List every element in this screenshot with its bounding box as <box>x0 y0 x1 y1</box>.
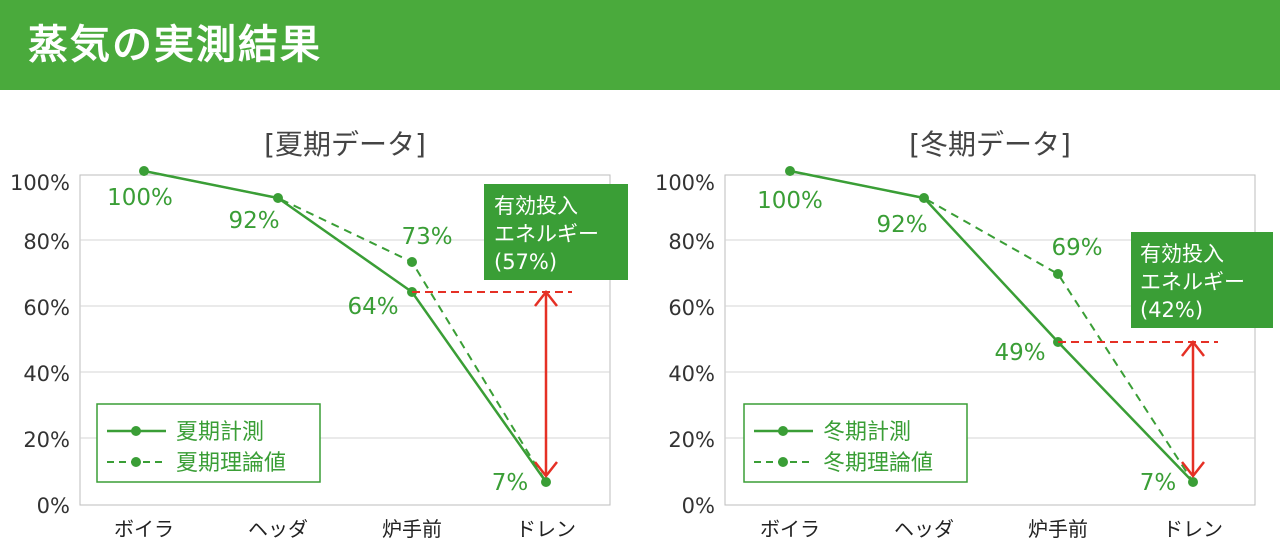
legend-marker <box>778 426 788 436</box>
legend: 冬期計測 冬期理論値 <box>743 403 968 483</box>
y-tick-label: 20% <box>23 428 70 452</box>
chart-title: [夏期データ] <box>264 128 426 161</box>
y-tick-label: 40% <box>668 362 715 386</box>
data-label: 69% <box>1051 235 1102 261</box>
data-point <box>919 193 929 203</box>
y-tick-label: 0% <box>37 494 70 518</box>
annotation-line: 有効投入 <box>494 194 578 218</box>
data-point <box>407 257 417 267</box>
plot-frame <box>79 174 611 506</box>
chart-winter: [冬期データ] 0% 20% 40% 60% 80% 100% ボイラ ヘッダ … <box>655 128 1273 541</box>
arrow-head-top <box>1181 339 1205 357</box>
data-label: 92% <box>228 208 279 234</box>
x-tick-label: 炉手前 <box>382 517 442 541</box>
legend-label: 冬期理論値 <box>823 451 933 476</box>
x-tick-label: ヘッダ <box>248 517 308 541</box>
x-tick-label: ボイラ <box>760 517 820 541</box>
legend-frame <box>743 403 968 483</box>
data-point <box>785 166 795 176</box>
legend-label: 夏期理論値 <box>176 451 286 476</box>
annotation-line: 有効投入 <box>1140 242 1224 266</box>
x-tick-label: ヘッダ <box>894 517 954 541</box>
arrow-head-bottom <box>534 461 558 479</box>
legend-marker <box>131 426 141 436</box>
arrow-head-bottom <box>1181 461 1205 479</box>
series-measured-line <box>143 169 548 483</box>
x-tick-label: ドレン <box>516 517 576 541</box>
series-theory-line <box>143 170 547 483</box>
y-tick-label: 80% <box>668 230 715 254</box>
series-theory-line <box>789 170 1194 483</box>
y-tick-label: 100% <box>10 171 70 195</box>
annotation-line: (57%) <box>494 250 557 274</box>
data-label: 7% <box>1140 470 1177 496</box>
charts-area: [夏期データ] 0% 20% 40% 60% 80% 100% ボイラ ヘッダ … <box>10 128 1273 541</box>
y-tick-label: 80% <box>23 230 70 254</box>
chart-title: [冬期データ] <box>909 128 1071 161</box>
x-tick-label: 炉手前 <box>1028 517 1088 541</box>
data-point <box>1053 269 1063 279</box>
data-point <box>139 166 149 176</box>
annotation-line: エネルギー <box>1140 270 1245 294</box>
arrow-head-top <box>534 289 558 307</box>
annotation-line: エネルギー <box>494 222 599 246</box>
page-title: 蒸気の実測結果 <box>28 22 322 68</box>
legend-marker <box>778 457 788 467</box>
legend-label: 夏期計測 <box>176 420 264 445</box>
annotation-box <box>1131 232 1273 328</box>
legend: 夏期計測 夏期理論値 <box>96 403 321 483</box>
header-banner: 蒸気の実測結果 <box>0 0 1280 90</box>
data-label: 64% <box>347 294 398 320</box>
y-tick-label: 20% <box>668 428 715 452</box>
annotation-box <box>484 184 628 280</box>
data-point <box>541 477 551 487</box>
x-tick-label: ドレン <box>1163 517 1223 541</box>
series-measured-line <box>789 169 1194 483</box>
chart-summer: [夏期データ] 0% 20% 40% 60% 80% 100% ボイラ ヘッダ … <box>10 128 628 541</box>
data-label: 7% <box>492 470 529 496</box>
data-label: 100% <box>107 185 173 211</box>
plot-frame <box>724 174 1256 506</box>
y-tick-label: 40% <box>23 362 70 386</box>
y-tick-label: 60% <box>668 296 715 320</box>
y-tick-label: 100% <box>655 171 715 195</box>
data-label: 73% <box>401 224 452 250</box>
legend-label: 冬期計測 <box>823 420 911 445</box>
x-tick-label: ボイラ <box>114 517 174 541</box>
legend-frame <box>96 403 321 483</box>
annotation-line: (42%) <box>1140 298 1203 322</box>
data-label: 92% <box>876 212 927 238</box>
data-point <box>273 193 283 203</box>
legend-marker <box>131 457 141 467</box>
data-label: 100% <box>757 188 823 214</box>
data-label: 49% <box>994 340 1045 366</box>
data-point <box>1188 477 1198 487</box>
y-tick-label: 60% <box>23 296 70 320</box>
y-tick-label: 0% <box>682 494 715 518</box>
